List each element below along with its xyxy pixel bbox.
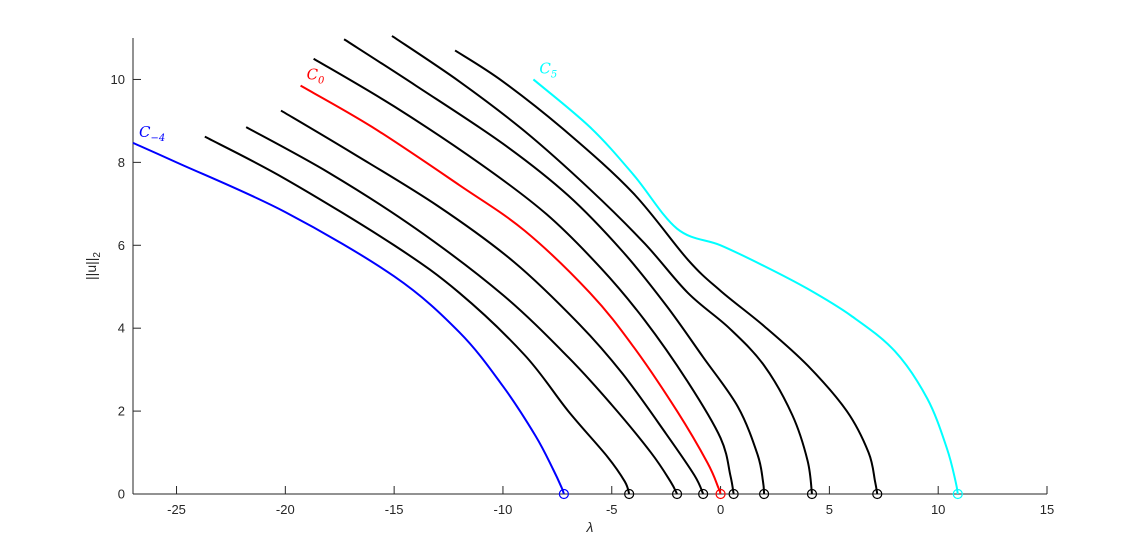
x-tick-label: -25	[167, 502, 186, 517]
y-ticks: 0 2 4 6 8 10	[111, 72, 141, 502]
curve-label-c-4: C−4	[139, 123, 165, 144]
y-tick-label: 6	[118, 238, 125, 253]
curve-label-c5: C5	[539, 59, 557, 80]
y-tick-label: 0	[118, 487, 125, 502]
bifurcation-marker	[698, 488, 709, 500]
axes	[132, 38, 1047, 495]
bifurcation-marker	[758, 488, 770, 500]
curve-1	[204, 135, 631, 495]
curves	[132, 35, 959, 495]
curve-c0	[300, 84, 722, 495]
y-axis-label: ||u||2	[83, 252, 103, 280]
y-tick-label: 2	[118, 404, 125, 419]
curve-label-c0: C0	[307, 66, 325, 87]
curve-c-4	[132, 141, 565, 495]
bifurcation-marker	[806, 488, 818, 500]
bifurcation-marker	[952, 488, 963, 500]
x-ticks: -25 -20 -15 -10 -5 0 5 10 15	[167, 486, 1054, 517]
curve-6	[343, 38, 766, 495]
x-tick-label: -15	[385, 502, 404, 517]
x-tick-label: -20	[276, 502, 295, 517]
x-tick-label: 0	[717, 502, 724, 517]
curve-labels: C−4 C0 C5	[139, 59, 557, 143]
bifurcation-marker	[558, 488, 569, 500]
y-axis-label-subscript: 2	[92, 252, 103, 258]
bifurcation-markers	[558, 488, 963, 500]
y-axis-label-main: ||u||	[83, 258, 99, 280]
bifurcation-marker	[671, 488, 683, 500]
curve-3	[280, 109, 705, 495]
curve-2	[245, 126, 678, 495]
bifurcation-marker	[872, 488, 883, 500]
x-tick-label: 10	[931, 502, 945, 517]
curve-c5	[532, 78, 959, 495]
x-tick-label: -10	[494, 502, 513, 517]
y-tick-label: 10	[111, 72, 125, 87]
x-tick-label: 15	[1040, 502, 1054, 517]
x-tick-label: -5	[606, 502, 618, 517]
bifurcation-marker	[624, 488, 635, 500]
x-tick-label: 5	[826, 502, 833, 517]
y-tick-label: 4	[118, 321, 125, 336]
curve-5	[313, 57, 735, 495]
x-axis-label: λ	[586, 519, 594, 535]
curve-8	[454, 49, 879, 495]
bifurcation-marker	[728, 488, 739, 500]
y-tick-label: 8	[118, 155, 125, 170]
bifurcation-marker	[715, 488, 726, 500]
curve-7	[391, 35, 813, 495]
